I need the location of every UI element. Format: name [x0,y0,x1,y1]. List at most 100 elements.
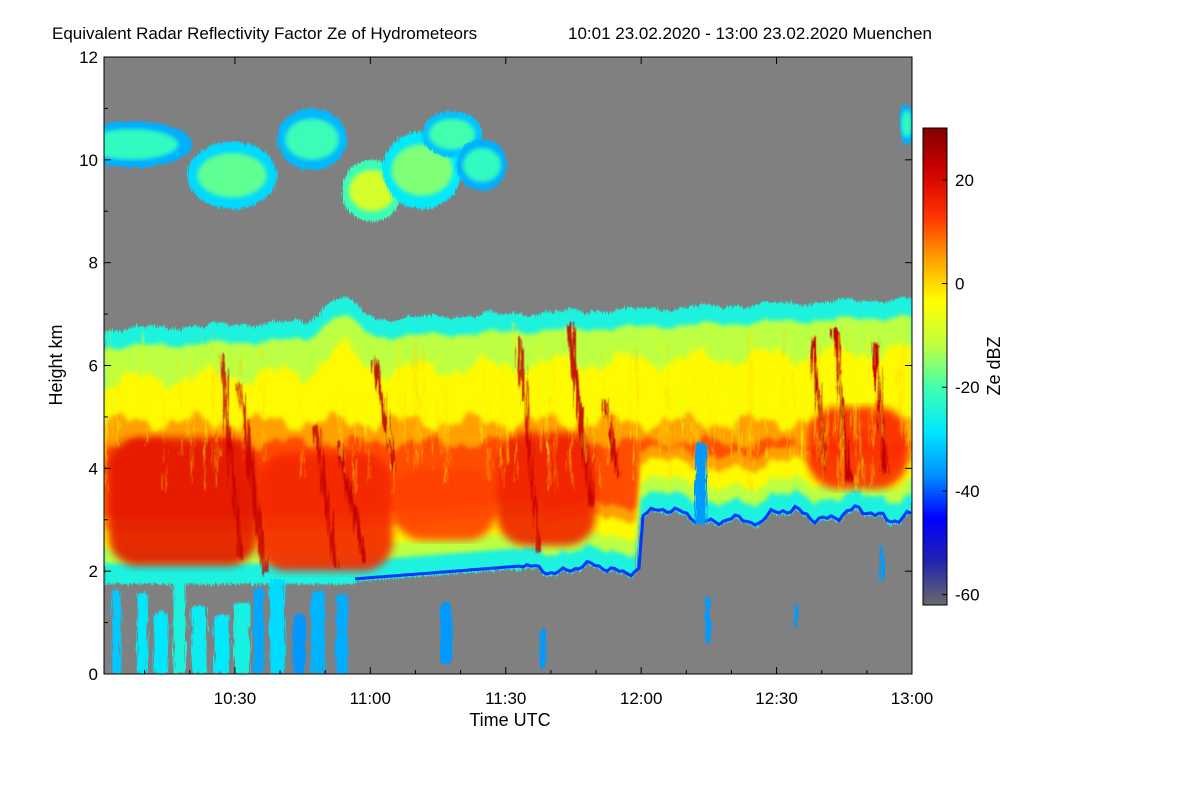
low-echo-column [153,611,168,674]
x-axis: 10:30 11:00 11:30 12:00 12:30 13:00 [144,57,933,708]
fall-streak [336,440,367,564]
fall-streak-texture [906,384,911,460]
fall-streak-texture [178,360,183,456]
fall-streak-texture [851,330,856,434]
fall-streak-texture [442,375,448,442]
colorbar-tick-label: -60 [955,586,980,605]
fall-streak-texture [109,331,114,437]
y-tick-label: 2 [89,562,98,581]
fall-streak-texture [799,374,804,464]
fall-streak-texture [545,356,550,488]
fall-streak-texture [104,325,109,493]
isolated-echo [880,545,884,582]
low-echo-column [310,591,325,674]
y-tick-label: 6 [89,357,98,376]
fall-streak-texture [114,384,119,446]
x-tick-label: 12:00 [620,689,663,708]
fall-streak-texture [853,354,858,490]
colorbar-tick-label: 0 [955,275,964,294]
fall-streak-texture [537,329,542,452]
fall-streak-texture [498,387,503,469]
fall-streak-texture [878,349,883,439]
fall-streak-texture [748,333,753,492]
fall-streak-texture [871,366,877,453]
y-axis: 0 2 4 6 8 10 12 [79,48,912,684]
fall-streak-texture [548,395,553,488]
upper-cirrus-band-2 [899,103,912,145]
fall-streak-texture [479,398,484,443]
y-tick-label: 10 [79,151,98,170]
cirrus-core [391,144,453,196]
fall-streak-texture [116,349,122,433]
fall-streak-texture [792,357,797,437]
fall-streak-texture [614,390,619,435]
lower-level-echoes [112,442,884,674]
fall-streak-texture [763,362,768,460]
fall-streak-texture [300,393,305,479]
fall-streak-texture [823,345,829,465]
isolated-echo [794,602,798,628]
fall-streak-texture [437,400,442,454]
fall-streak-texture [342,386,347,475]
fall-streak-texture [706,384,711,489]
fall-streaks [104,321,912,574]
fall-streak [313,424,338,569]
fall-streak-texture [597,397,602,488]
fall-streak-texture [239,352,244,465]
fall-streak-texture [690,342,695,477]
fall-streak-texture [403,384,408,435]
fall-streak-texture [661,346,666,444]
cirrus-core [462,147,502,183]
fall-streak [218,352,244,559]
fall-streak-texture [668,381,673,442]
reflectivity-core [257,452,393,572]
low-echo-column [269,579,285,674]
x-tick-label: 10:30 [214,689,257,708]
fall-streak-texture [403,394,408,465]
low-echo-column [234,602,250,674]
isolated-echo [540,627,546,669]
fall-streak-texture [217,353,222,458]
fall-streak-texture [484,346,490,481]
y-tick-label: 4 [89,459,98,478]
fall-streak-texture [441,349,446,485]
fall-streak-texture [738,386,743,469]
fall-streak-texture [903,362,908,448]
low-echo-column [136,592,148,674]
fall-streak-texture [744,396,750,457]
fall-streak-texture [261,330,266,462]
reflectivity-field [104,103,912,674]
fall-streak-texture [750,329,755,468]
fall-streak-texture [161,390,166,490]
upper-cirrus-band-1 [104,108,508,222]
cirrus-core [104,128,179,160]
fall-streak-texture [680,346,685,455]
fall-streak-texture [901,343,906,447]
fall-streak-texture [386,366,392,471]
cirrus-core [197,152,267,198]
cirrus-core [285,118,339,160]
colorbar-tick-label: -40 [955,482,980,501]
isolated-echo [440,602,452,664]
fall-streak-texture [582,367,587,465]
x-tick-label: 12:30 [755,689,798,708]
fall-streak-texture [756,383,761,485]
x-axis-label: Time UTC [469,710,550,730]
fall-streak-texture [715,350,720,441]
fall-streak-texture [600,326,605,436]
cirrus-core [428,118,476,150]
fall-streak-texture [505,372,510,466]
fall-streak-texture [184,385,189,441]
colorbar-tick-label: 20 [955,171,974,190]
fall-streak-texture [666,388,671,486]
y-tick-label: 12 [79,48,98,67]
chart-subtitle: 10:01 23.02.2020 - 13:00 23.02.2020 Muen… [568,24,932,43]
reflectivity-core [392,468,497,541]
fall-streak-texture [731,383,736,435]
fall-streak-texture [553,344,558,493]
fall-streak-texture [605,369,610,464]
fall-streak-texture [415,339,420,463]
chart-title: Equivalent Radar Reflectivity Factor Ze … [52,24,477,43]
fall-streak-texture [656,325,661,464]
